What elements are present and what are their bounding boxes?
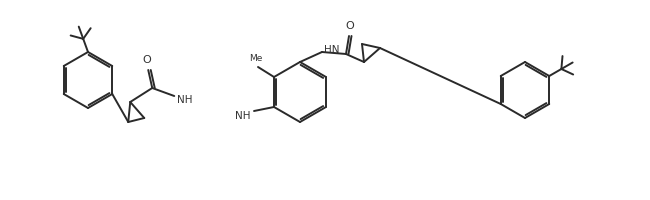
Text: O: O (346, 21, 354, 31)
Text: O: O (143, 55, 151, 65)
Text: NH: NH (177, 95, 193, 105)
Text: Me: Me (250, 54, 263, 63)
Text: NH: NH (235, 111, 250, 121)
Text: HN: HN (324, 45, 339, 55)
